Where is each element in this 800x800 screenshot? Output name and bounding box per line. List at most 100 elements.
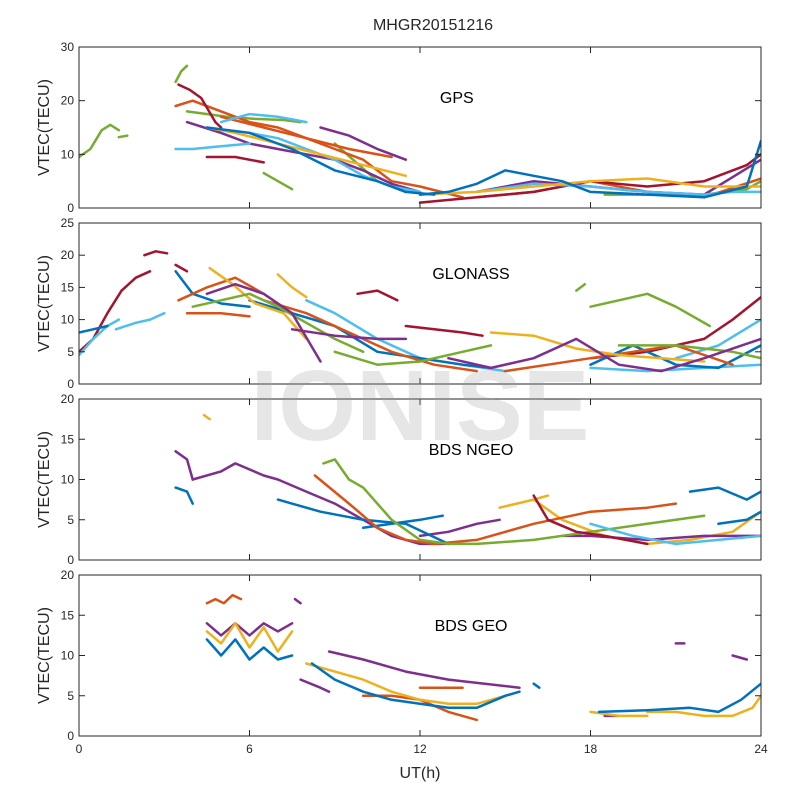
x-tick-label: 6 bbox=[246, 742, 253, 756]
series-line bbox=[731, 654, 749, 661]
y-tick-label: 20 bbox=[61, 248, 75, 262]
series-line bbox=[208, 266, 308, 341]
series-line bbox=[327, 650, 521, 689]
series-line bbox=[418, 518, 501, 538]
x-tick-label: 0 bbox=[76, 742, 83, 756]
panel-label: GPS bbox=[440, 90, 474, 107]
panel-1: 0 5 10 15 20 25 GLONASS VTEC(TECU) bbox=[36, 216, 762, 391]
panel-label: BDS NGEO bbox=[429, 442, 513, 459]
series-line bbox=[333, 344, 493, 366]
series-line bbox=[205, 282, 322, 363]
series-line bbox=[319, 126, 408, 161]
panel-0: 0 10 20 30 GPS VTEC(TECU) bbox=[36, 40, 762, 215]
series-line bbox=[688, 486, 761, 501]
series-line bbox=[589, 344, 761, 370]
series-line bbox=[674, 318, 761, 360]
series-line bbox=[262, 299, 479, 373]
series-line bbox=[532, 494, 649, 546]
series-line bbox=[504, 344, 734, 373]
series-line bbox=[418, 177, 761, 196]
y-tick-label: 20 bbox=[61, 94, 75, 108]
y-tick-label: 0 bbox=[67, 553, 74, 567]
y-tick-label: 20 bbox=[61, 568, 75, 582]
panel-label: BDS GEO bbox=[435, 618, 508, 635]
y-tick-label: 10 bbox=[61, 147, 75, 161]
series-line bbox=[205, 638, 294, 661]
series-line bbox=[322, 458, 479, 546]
series-line bbox=[589, 363, 761, 373]
series-line bbox=[589, 292, 712, 328]
series-line bbox=[262, 171, 294, 191]
watermark: IONISE bbox=[251, 350, 590, 462]
panels-container: 0 10 20 30 GPS VTEC(TECU) 0 5 10 15 20 25 GLONASS VTE… bbox=[36, 40, 768, 756]
y-axis-label: VTEC(TECU) bbox=[36, 431, 53, 528]
series-line bbox=[589, 295, 761, 360]
series-line bbox=[305, 662, 507, 706]
y-tick-label: 10 bbox=[61, 649, 75, 663]
figure-title: MHGR20151216 bbox=[373, 17, 493, 34]
y-tick-label: 20 bbox=[61, 392, 75, 406]
series-line bbox=[575, 282, 587, 292]
series-line bbox=[597, 682, 761, 714]
series-line bbox=[177, 276, 265, 302]
y-axis-label: VTEC(TECU) bbox=[36, 255, 53, 352]
series-group bbox=[174, 413, 761, 546]
series-line bbox=[114, 311, 166, 331]
y-tick-label: 15 bbox=[61, 280, 75, 294]
y-tick-label: 30 bbox=[61, 40, 75, 54]
series-line bbox=[191, 292, 365, 354]
series-line bbox=[185, 120, 422, 194]
series-line bbox=[79, 318, 121, 357]
series-line bbox=[219, 112, 308, 124]
series-group bbox=[79, 250, 761, 373]
y-axis-label: VTEC(TECU) bbox=[36, 79, 53, 176]
series-line bbox=[143, 250, 169, 257]
panel-label: GLONASS bbox=[432, 266, 509, 283]
series-line bbox=[617, 344, 761, 360]
series-line bbox=[205, 126, 436, 196]
series-line bbox=[205, 622, 294, 653]
y-tick-label: 0 bbox=[67, 377, 74, 391]
y-tick-label: 5 bbox=[67, 345, 74, 359]
series-line bbox=[404, 324, 484, 337]
y-tick-label: 5 bbox=[67, 689, 74, 703]
series-line bbox=[79, 123, 121, 159]
series-line bbox=[185, 311, 251, 318]
series-line bbox=[185, 110, 302, 124]
series-line bbox=[589, 710, 649, 718]
y-tick-label: 25 bbox=[61, 216, 75, 230]
series-line bbox=[532, 682, 541, 689]
x-tick-label: 18 bbox=[584, 742, 598, 756]
series-line bbox=[205, 155, 265, 164]
series-line bbox=[589, 522, 761, 546]
series-line bbox=[560, 534, 761, 542]
series-line bbox=[174, 64, 189, 84]
series-line bbox=[313, 474, 436, 546]
series-line bbox=[205, 126, 408, 178]
series-line bbox=[117, 134, 129, 139]
series-line bbox=[174, 142, 251, 151]
series-line bbox=[174, 270, 251, 308]
series-line bbox=[205, 593, 243, 605]
series-group bbox=[205, 593, 761, 722]
series-line bbox=[276, 498, 450, 546]
y-tick-label: 0 bbox=[67, 729, 74, 743]
series-line bbox=[475, 514, 706, 546]
plot-area bbox=[79, 47, 761, 208]
y-axis-label: VTEC(TECU) bbox=[36, 607, 53, 704]
x-tick-label: 24 bbox=[754, 742, 768, 756]
panel-2: 0 5 10 15 20 BDS NGEO VTEC(TECU) bbox=[36, 392, 762, 567]
y-tick-label: 15 bbox=[61, 608, 75, 622]
series-line bbox=[356, 289, 399, 302]
y-tick-label: 10 bbox=[61, 313, 75, 327]
series-line bbox=[310, 662, 521, 710]
series-line bbox=[646, 694, 761, 718]
series-line bbox=[177, 83, 223, 129]
series-line bbox=[205, 622, 294, 637]
series-line bbox=[299, 678, 331, 693]
series-line bbox=[418, 153, 761, 204]
series-line bbox=[174, 263, 189, 273]
series-group bbox=[79, 64, 761, 204]
series-line bbox=[432, 502, 678, 546]
